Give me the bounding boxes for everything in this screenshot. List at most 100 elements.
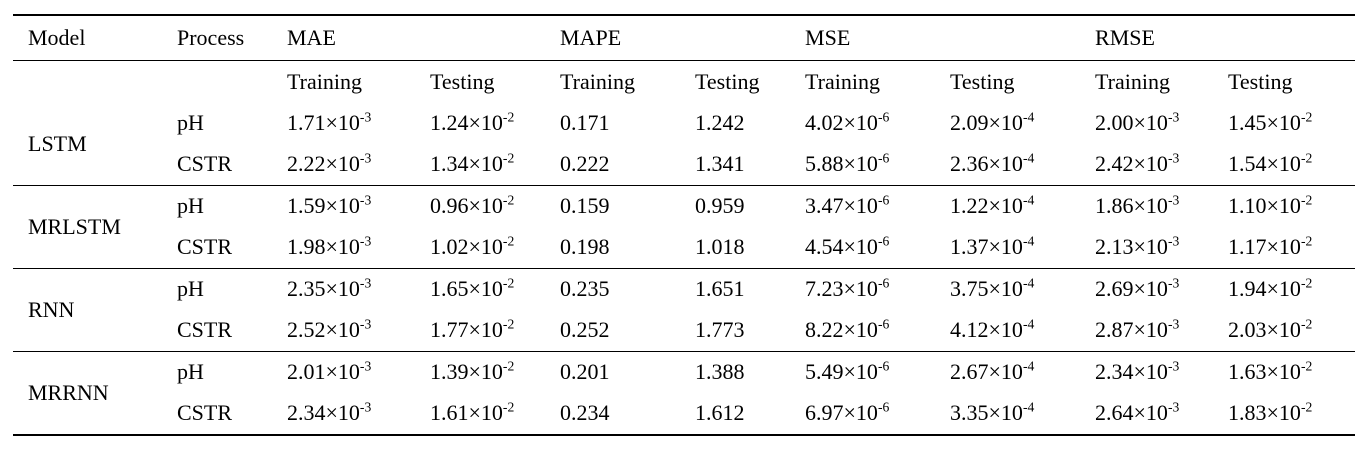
subheader-training: Training [1095,68,1170,94]
value-cell: 1.86×10-3 [1095,193,1180,219]
value-cell: 2.22×10-3 [287,144,430,186]
value-cell: 1.65×10-2 [430,276,515,302]
process-cell: pH [177,359,204,385]
value-cell: 1.54×10-2 [1228,144,1356,186]
header-model: Model [13,15,177,61]
value-cell: 1.018 [695,227,806,269]
value-cell: 1.34×10-2 [430,144,561,186]
value-cell: 0.201 [560,359,610,385]
value-cell: 3.47×10-6 [805,193,890,219]
process-cell: CSTR [177,393,287,436]
value-cell: 1.388 [695,359,745,385]
value-cell: 5.49×10-6 [805,359,890,385]
value-cell: 1.71×10-3 [287,110,372,136]
value-cell: 0.222 [560,144,696,186]
value-cell: 1.02×10-2 [430,227,561,269]
value-cell: 0.159 [560,193,610,219]
value-cell: 4.12×10-4 [950,310,1096,352]
table-row: CSTR 2.52×10-3 1.77×10-2 0.252 1.773 8.22×10-… [13,310,1356,352]
value-cell: 2.64×10-3 [1095,393,1229,436]
header-metric-mape: MAPE [560,15,806,61]
process-cell: CSTR [177,310,287,352]
header-empty-process [177,61,287,104]
value-cell: 0.96×10-2 [430,193,515,219]
model-name: RNN [13,268,177,352]
model-name: LSTM [13,103,177,186]
value-cell: 2.42×10-3 [1095,144,1229,186]
header-metric-mae: MAE [287,15,561,61]
subheader-testing: Testing [1228,68,1293,94]
value-cell: 4.54×10-6 [805,227,951,269]
model-name: MRRNN [13,351,177,436]
process-cell: CSTR [177,227,287,269]
value-cell: 2.03×10-2 [1228,310,1356,352]
subheader-training: Training [805,68,880,94]
subheader-testing: Testing [695,68,760,94]
value-cell: 2.69×10-3 [1095,276,1180,302]
value-cell: 1.651 [695,276,745,302]
process-cell: pH [177,276,204,302]
value-cell: 8.22×10-6 [805,310,951,352]
value-cell: 1.39×10-2 [430,359,515,385]
value-cell: 1.242 [695,110,745,136]
table-row: MRLSTM pH 1.59×10-3 0.96×10-2 0.159 0.959 3.47… [13,185,1355,269]
value-cell: 0.235 [560,276,610,302]
subheader-testing: Testing [430,68,495,94]
value-cell: 7.23×10-6 [805,276,890,302]
table-row: CSTR 2.22×10-3 1.34×10-2 0.222 1.341 5.88×10-… [13,144,1356,186]
subheader-training: Training [287,68,362,94]
value-cell: 1.341 [695,144,806,186]
table-row: CSTR 2.34×10-3 1.61×10-2 0.234 1.612 6.97×10-… [13,393,1356,436]
value-cell: 1.61×10-2 [430,393,561,436]
value-cell: 0.959 [695,193,745,219]
process-cell: CSTR [177,144,287,186]
table-header: Model Process MAE MAPE MSE RMSE Training… [13,15,1356,104]
value-cell: 2.35×10-3 [287,276,372,302]
value-cell: 1.77×10-2 [430,310,561,352]
value-cell: 0.234 [560,393,696,436]
value-cell: 2.13×10-3 [1095,227,1229,269]
process-cell: pH [177,193,204,219]
header-metric-rmse: RMSE [1095,15,1356,61]
value-cell: 2.67×10-4 [950,359,1035,385]
header-row-subheaders: Training Testing Training Testing Traini… [13,61,1355,104]
value-cell: 1.10×10-2 [1228,193,1313,219]
value-cell: 5.88×10-6 [805,144,951,186]
value-cell: 6.97×10-6 [805,393,951,436]
process-cell: pH [177,110,204,136]
value-cell: 1.45×10-2 [1228,110,1313,136]
value-cell: 1.83×10-2 [1228,393,1356,436]
value-cell: 2.52×10-3 [287,310,430,352]
value-cell: 1.98×10-3 [287,227,430,269]
subheader-training: Training [560,68,635,94]
value-cell: 0.252 [560,310,696,352]
value-cell: 4.02×10-6 [805,110,890,136]
value-cell: 1.773 [695,310,806,352]
value-cell: 0.198 [560,227,696,269]
header-empty-model [13,61,177,104]
value-cell: 1.22×10-4 [950,193,1035,219]
value-cell: 3.75×10-4 [950,276,1035,302]
table-row: LSTM pH 1.71×10-3 1.24×10-2 0.171 1.242 4.02×1… [13,103,1355,186]
table-row: CSTR 1.98×10-3 1.02×10-2 0.198 1.018 4.54×10-… [13,227,1356,269]
metrics-table: Model Process MAE MAPE MSE RMSE Training… [13,14,1356,436]
header-process: Process [177,15,287,61]
value-cell: 2.09×10-4 [950,110,1035,136]
value-cell: 2.36×10-4 [950,144,1096,186]
value-cell: 0.171 [560,110,610,136]
value-cell: 1.94×10-2 [1228,276,1313,302]
value-cell: 2.00×10-3 [1095,110,1180,136]
value-cell: 2.87×10-3 [1095,310,1229,352]
table-body: LSTM pH 1.71×10-3 1.24×10-2 0.171 1.242 4.02×1… [13,103,1356,436]
value-cell: 3.35×10-4 [950,393,1096,436]
value-cell: 2.01×10-3 [287,359,372,385]
value-cell: 1.24×10-2 [430,110,515,136]
value-cell: 2.34×10-3 [287,393,430,436]
value-cell: 1.63×10-2 [1228,359,1313,385]
value-cell: 1.612 [695,393,806,436]
value-cell: 1.17×10-2 [1228,227,1356,269]
table-row: RNN pH 2.35×10-3 1.65×10-2 0.235 1.651 7.23×10… [13,268,1355,352]
subheader-testing: Testing [950,68,1015,94]
model-name: MRLSTM [13,185,177,269]
paper-table-page: Model Process MAE MAPE MSE RMSE Training… [0,14,1369,449]
